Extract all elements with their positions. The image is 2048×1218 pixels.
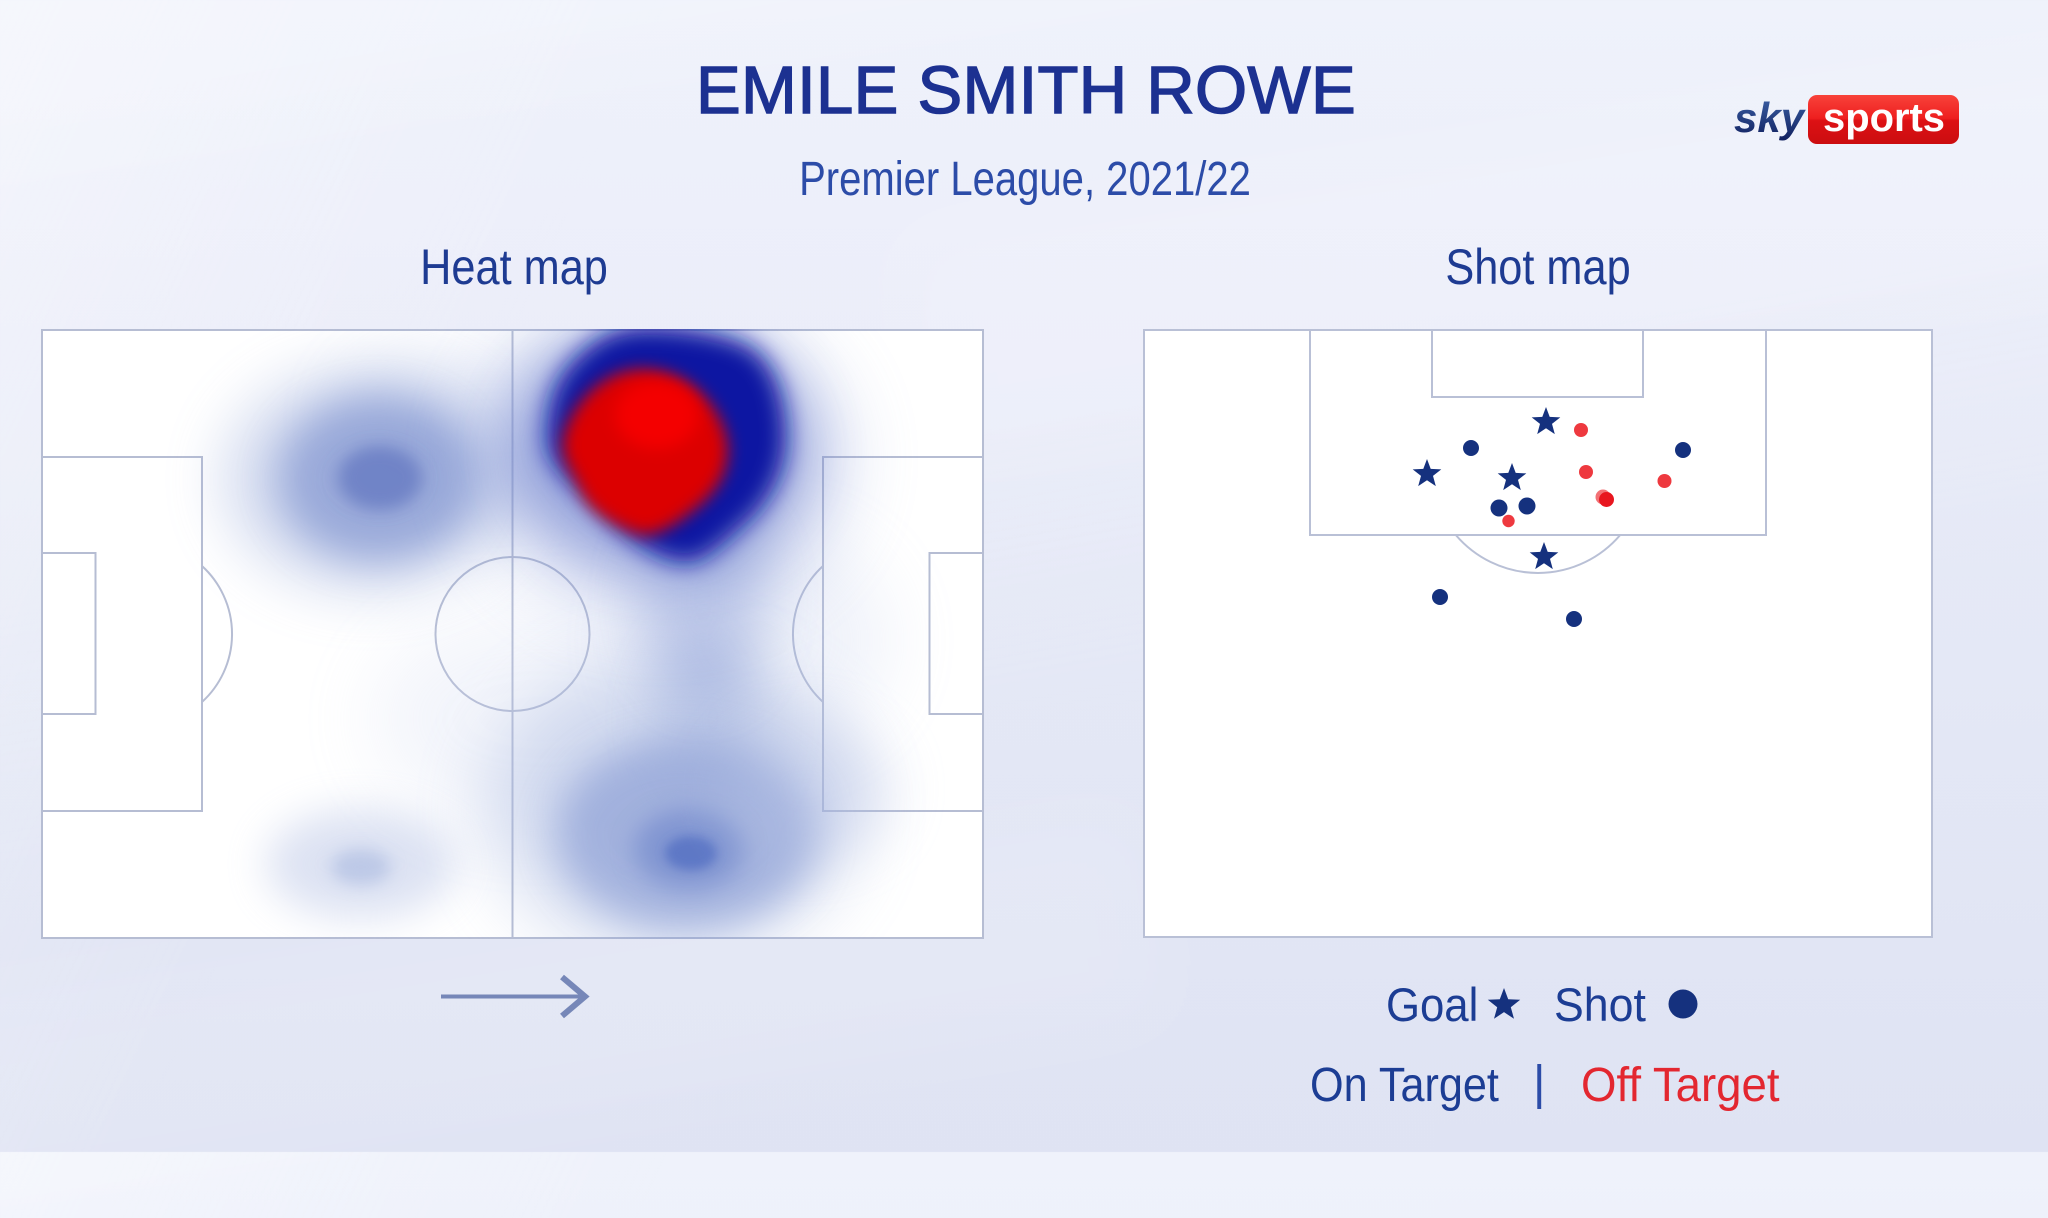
svg-text:sports: sports (1823, 96, 1945, 140)
svg-text:sky: sky (1734, 94, 1807, 141)
